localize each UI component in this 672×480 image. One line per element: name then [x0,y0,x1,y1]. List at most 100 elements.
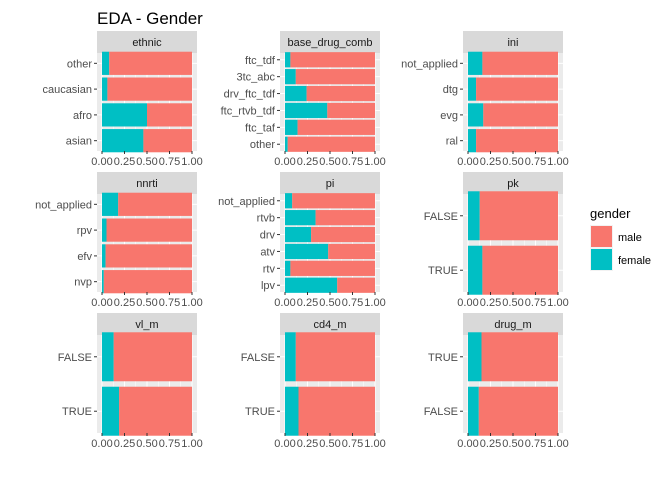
y-tick-label: TRUE [245,406,275,418]
y-tick-label: asian [66,136,92,148]
facet-panel-base_drug_comb: base_drug_comb ftc_tdf 3tc_abc drv_ftc_tdff… [221,31,386,168]
bar-female-afro [102,103,147,127]
x-tick-label: 0.75 [342,438,363,450]
x-tick-label: 0.50 [136,156,157,168]
bar-female-lpv [285,277,338,293]
x-tick-label: 0.75 [342,156,363,168]
bar-female-TRUE [285,386,299,436]
bar-female-FALSE [285,332,296,382]
x-tick-label: 0.00 [274,297,295,309]
x-tick-label: 0.50 [502,156,523,168]
facet-strip [463,31,563,53]
x-tick-label: 0.75 [159,156,180,168]
facet-strip-label: base_drug_comb [287,37,372,49]
facet-strip [463,313,563,335]
bar-male-ral [476,129,558,153]
facet-strip-label: pk [507,178,519,190]
y-tick-label: rtv [263,263,276,275]
bar-male-not_applied [482,51,558,75]
y-tick-label: afro [73,110,92,122]
y-tick-label: rtvb [257,213,275,225]
bar-female-ftc_taf [285,119,298,135]
bar-male-dtg [476,77,558,101]
bar-male-ftc_tdf [290,52,375,68]
facet-panel-ethnic: ethnic other caucasian afro asian 0.00 0.25 0.5… [42,31,203,168]
bar-male-FALSE [479,191,558,241]
y-tick-label: nvp [74,277,92,289]
y-tick-label: not_applied [35,199,92,211]
x-tick-label: 1.00 [547,297,568,309]
facet-panel-drug_m: drug_m TRUE FALSE 0.00 0.25 0.50 0.75 1.00 [424,313,569,450]
bar-female-TRUE [468,245,483,295]
y-tick-label: TRUE [428,352,458,364]
x-tick-label: 1.00 [547,438,568,450]
bar-female-not_applied [285,193,293,209]
x-tick-label: 0.25 [480,156,501,168]
x-tick-label: 0.00 [457,438,478,450]
y-tick-label: FALSE [58,352,92,364]
bar-female-asian [102,129,144,153]
bar-male-evg [483,103,558,127]
x-tick-label: 0.50 [502,438,523,450]
x-tick-label: 0.50 [136,297,157,309]
x-tick-label: 0.75 [159,438,180,450]
x-tick-label: 0.25 [480,297,501,309]
facet-strip-label: ethnic [132,37,162,49]
facet-strip [280,313,380,335]
facet-strip [97,313,197,335]
x-tick-label: 0.00 [457,156,478,168]
bar-male-3tc_abc [295,69,375,85]
bar-female-rtvb [285,210,316,226]
facet-strip [97,31,197,53]
bar-male-atv [328,243,375,260]
bar-female-ftc_tdf [285,52,291,68]
y-tick-label: evg [440,110,458,122]
x-tick-label: 0.25 [114,156,135,168]
y-tick-label: TRUE [428,265,458,277]
facet-strip [280,31,380,53]
y-tick-label: efv [77,251,92,263]
bar-female-TRUE [102,386,120,436]
facet-strip-label: cd4_m [313,319,346,331]
bar-female-nvp [102,270,104,294]
x-tick-label: 0.00 [457,297,478,309]
bar-female-FALSE [468,386,479,436]
x-tick-label: 1.00 [364,297,385,309]
bar-female-FALSE [102,332,114,382]
legend-key-female [591,249,612,270]
bar-male-rtvb [315,210,375,226]
x-tick-label: 0.50 [319,438,340,450]
bar-female-dtg [468,77,477,101]
bar-male-FALSE [113,332,192,382]
bar-male-TRUE [119,386,192,436]
x-tick-label: 0.50 [319,297,340,309]
facet-strip-label: ini [507,37,518,49]
x-tick-label: 0.75 [342,297,363,309]
chart-title: EDA - Gender [97,9,203,28]
y-tick-label: FALSE [424,406,458,418]
y-tick-label: FALSE [424,211,458,223]
x-tick-label: 1.00 [181,156,202,168]
facet-strip-label: nnrti [136,178,157,190]
bar-female-ral [468,129,477,153]
bar-female-ftc_rtvb_tdf [285,102,328,119]
y-tick-label: ral [446,136,458,148]
bar-female-rpv [102,218,107,242]
x-tick-label: 0.25 [297,156,318,168]
facet-panel-cd4_m: cd4_m FALSE TRUE 0.00 0.25 0.50 0.75 1.00 [241,313,386,450]
y-tick-label: drv_ftc_tdf [224,89,276,101]
x-tick-label: 0.75 [159,297,180,309]
bar-male-drv [311,226,375,243]
bar-female-efv [102,244,106,268]
bar-male-efv [105,244,192,268]
x-tick-label: 0.00 [91,156,112,168]
y-tick-label: ftc_tdf [245,55,276,67]
bar-male-rtv [290,260,375,276]
x-tick-label: 0.50 [502,297,523,309]
x-tick-label: 1.00 [181,297,202,309]
bar-male-not_applied [292,193,375,209]
y-tick-label: TRUE [62,406,92,418]
